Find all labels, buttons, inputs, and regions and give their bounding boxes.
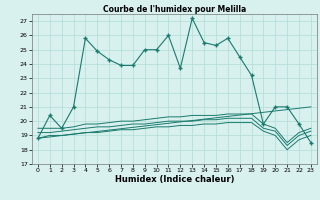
- X-axis label: Humidex (Indice chaleur): Humidex (Indice chaleur): [115, 175, 234, 184]
- Title: Courbe de l'humidex pour Melilla: Courbe de l'humidex pour Melilla: [103, 5, 246, 14]
